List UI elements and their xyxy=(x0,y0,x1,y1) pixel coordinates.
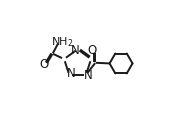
Text: N: N xyxy=(84,69,92,82)
Text: O: O xyxy=(88,44,97,57)
Text: N: N xyxy=(71,44,80,57)
Text: O: O xyxy=(39,58,48,71)
Text: N: N xyxy=(67,67,75,80)
Text: NH$_2$: NH$_2$ xyxy=(51,35,73,49)
